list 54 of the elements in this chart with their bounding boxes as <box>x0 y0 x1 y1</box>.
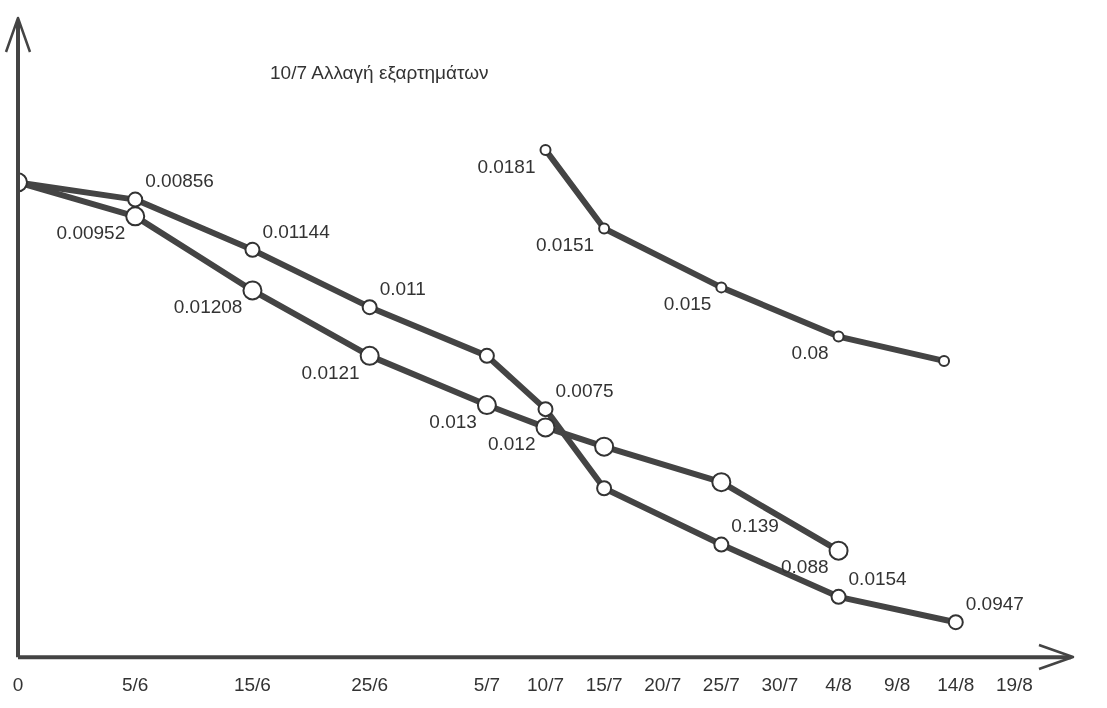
point <box>127 191 144 208</box>
x-tick-label: 0 <box>12 673 24 695</box>
x-tick-label: 20/7 <box>644 673 682 695</box>
point <box>537 401 554 418</box>
x-tick-label: 19/8 <box>995 673 1033 695</box>
point <box>478 347 495 364</box>
x-tick-label: 4/8 <box>825 673 852 695</box>
x-tick-label: 25/7 <box>702 673 740 695</box>
point <box>361 299 378 316</box>
point <box>715 281 728 294</box>
x-tick-label: 30/7 <box>761 673 799 695</box>
annotation: 0.015 <box>663 293 712 315</box>
point <box>539 143 552 156</box>
text: 10/7 Αλλαγή εξαρτημάτων <box>270 62 489 84</box>
point <box>596 480 613 497</box>
point <box>125 206 146 227</box>
point <box>828 540 849 561</box>
x-tick-label: 14/8 <box>937 673 975 695</box>
point <box>242 280 263 301</box>
x-tick-label: 9/8 <box>883 673 911 695</box>
x-tick-label: 15/6 <box>233 673 271 695</box>
annotation: 0.0181 <box>477 155 536 177</box>
point <box>476 395 497 416</box>
annotation: 0.0075 <box>555 379 614 401</box>
point <box>938 354 951 367</box>
annotation: 0.01208 <box>173 296 243 318</box>
x-tick-label: 15/7 <box>585 673 623 695</box>
point <box>598 222 611 235</box>
annotation: 0.00952 <box>56 222 126 244</box>
point <box>711 472 732 493</box>
annotation: 0.139 <box>731 515 779 537</box>
annotation: 0.01144 <box>262 220 331 242</box>
point <box>832 330 845 343</box>
annotation: 0.08 <box>791 342 829 364</box>
point <box>947 614 964 631</box>
point <box>830 588 847 605</box>
annotation: 0.0947 <box>965 592 1024 614</box>
annotation: 0.0151 <box>535 234 595 256</box>
point <box>594 436 615 457</box>
annotation: 0.011 <box>379 277 426 299</box>
annotation: 0.013 <box>429 410 477 432</box>
point <box>713 536 730 553</box>
point <box>535 417 556 438</box>
point <box>244 241 261 258</box>
annotation: 0.00856 <box>145 170 214 192</box>
annotation: 0.088 <box>781 556 829 578</box>
x-tick-label: 5/6 <box>122 673 149 695</box>
annotation: 0.0121 <box>301 361 360 383</box>
annotation: 0.012 <box>487 433 536 455</box>
x-tick-label: 5/7 <box>473 673 501 695</box>
point <box>359 345 380 366</box>
x-tick-label: 10/7 <box>527 673 564 695</box>
x-tick-label: 25/6 <box>351 673 389 695</box>
annotation: 0.0154 <box>848 567 908 589</box>
